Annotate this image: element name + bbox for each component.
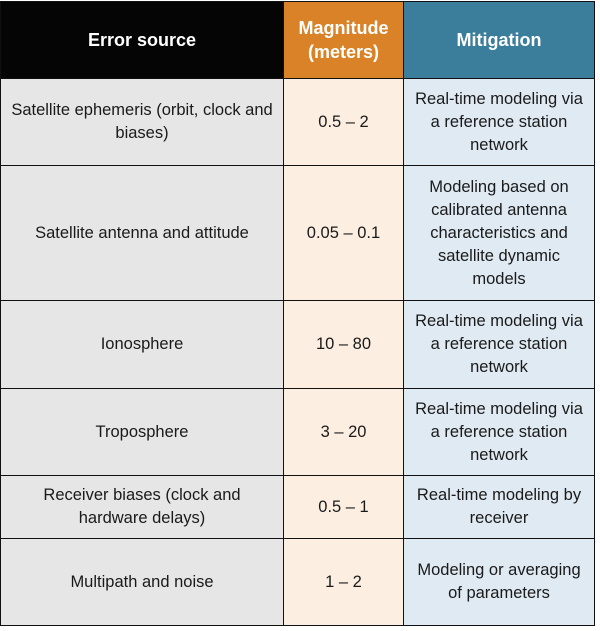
table-cell: 3 – 20 [283,388,404,476]
table-cell: 0.5 – 1 [283,475,404,539]
table-cell: Real-time modeling via a reference stati… [403,388,595,476]
table-cell: 0.5 – 2 [283,78,404,166]
table-header: Error source Magnitude (meters) Mitigati… [0,1,595,79]
table-cell: Modeling or averaging of parameters [403,538,595,626]
table-cell: 10 – 80 [283,300,404,389]
table-row: Ionosphere 10 – 80 Real-time modeling via … [0,300,595,389]
table-row: Multipath and noise 1 – 2 Modeling or aver… [0,538,595,626]
table-cell: Real-time modeling via a reference stati… [403,300,595,389]
table-cell: Real-time modeling by receiver [403,475,595,539]
header-cell: Magnitude (meters) [283,1,404,79]
table-cell: Real-time modeling via a reference stati… [403,78,595,166]
header-row: Error source Magnitude (meters) Mitigati… [0,1,595,79]
table-cell: Receiver biases (clock and hardware dela… [0,475,284,539]
table-cell: Ionosphere [0,300,284,389]
table-cell: Satellite antenna and attitude [0,165,284,301]
table-row: Troposphere 3 – 20 Real-time modeling via … [0,388,595,476]
header-cell: Mitigation [403,1,595,79]
table-cell: Troposphere [0,388,284,476]
table-cell: Satellite ephemeris (orbit, clock and bi… [0,78,284,166]
table-body: Satellite ephemeris (orbit, clock and bi… [0,78,595,626]
table-row: Satellite antenna and attitude 0.05 – 0.1… [0,165,595,301]
table-row: Satellite ephemeris (orbit, clock and bi… [0,78,595,166]
header-cell: Error source [0,1,284,79]
table-cell: Multipath and noise [0,538,284,626]
table-cell: Modeling based on calibrated antenna cha… [403,165,595,301]
table-row: Receiver biases (clock and hardware dela… [0,475,595,539]
table-cell: 0.05 – 0.1 [283,165,404,301]
table-cell: 1 – 2 [283,538,404,626]
